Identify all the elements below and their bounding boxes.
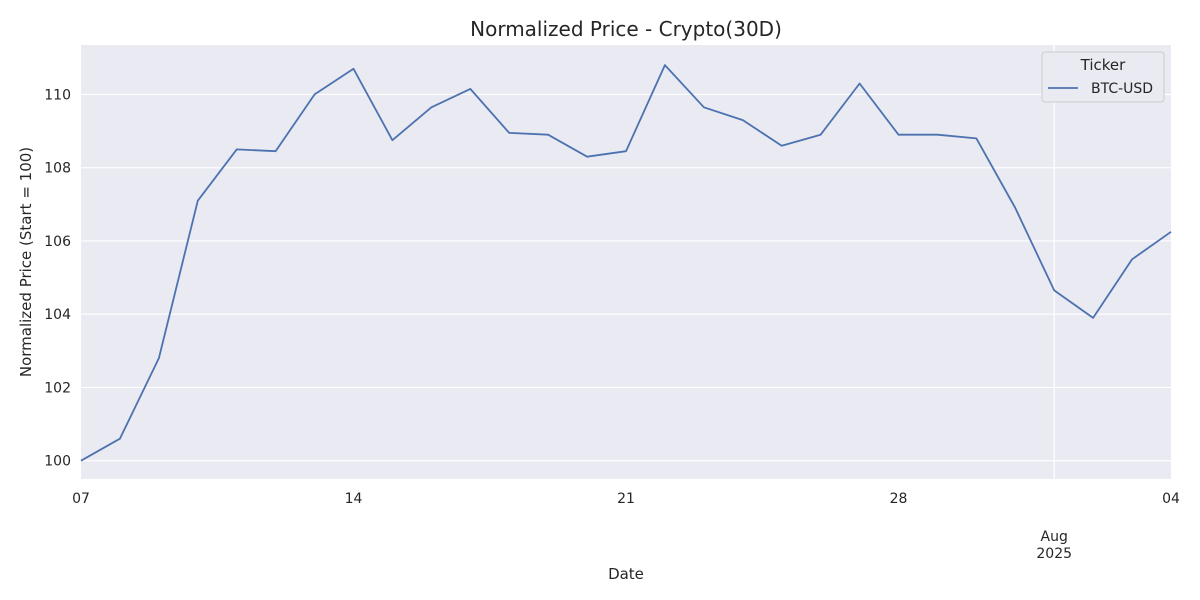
chart-title: Normalized Price - Crypto(30D) bbox=[470, 17, 782, 41]
x-tick-label: Aug bbox=[1041, 529, 1068, 545]
series-line-btc-usd bbox=[80, 64, 1172, 462]
x-tick-label: 14 bbox=[345, 491, 363, 507]
y-tick-label: 100 bbox=[44, 454, 71, 470]
legend-label-btc-usd: BTC-USD bbox=[1091, 81, 1153, 97]
x-tick-label: 07 bbox=[72, 491, 90, 507]
legend-box bbox=[1041, 51, 1165, 103]
legend-title: Ticker bbox=[1080, 56, 1126, 74]
y-tick-label: 108 bbox=[44, 161, 71, 177]
y-tick-label: 110 bbox=[44, 87, 71, 103]
legend: Ticker BTC-USD bbox=[1041, 51, 1165, 103]
plot-area bbox=[81, 45, 1171, 479]
y-axis-label: Normalized Price (Start = 100) bbox=[17, 147, 35, 377]
y-tick-label: 106 bbox=[44, 234, 71, 250]
x-tick-label: 04 bbox=[1162, 491, 1180, 507]
y-tick-label: 104 bbox=[44, 307, 71, 323]
grid-lines bbox=[81, 45, 1171, 479]
x-tick-label: 28 bbox=[890, 491, 908, 507]
y-tick-label: 102 bbox=[44, 380, 71, 396]
series-layer bbox=[80, 64, 1172, 462]
y-tick-labels: 100 102 104 106 108 110 bbox=[44, 87, 71, 469]
x-tick-sublabel: 2025 bbox=[1036, 546, 1072, 562]
x-tick-label: 21 bbox=[617, 491, 635, 507]
x-axis-label: Date bbox=[608, 565, 644, 583]
